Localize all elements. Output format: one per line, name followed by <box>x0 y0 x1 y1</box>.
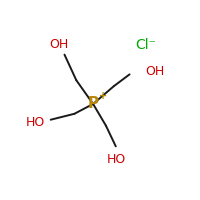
Text: HO: HO <box>25 116 45 129</box>
Text: HO: HO <box>107 153 126 166</box>
Text: P: P <box>88 96 99 111</box>
Text: OH: OH <box>49 38 68 51</box>
Text: +: + <box>99 91 107 101</box>
Text: Cl⁻: Cl⁻ <box>135 38 156 52</box>
Text: OH: OH <box>145 65 165 78</box>
